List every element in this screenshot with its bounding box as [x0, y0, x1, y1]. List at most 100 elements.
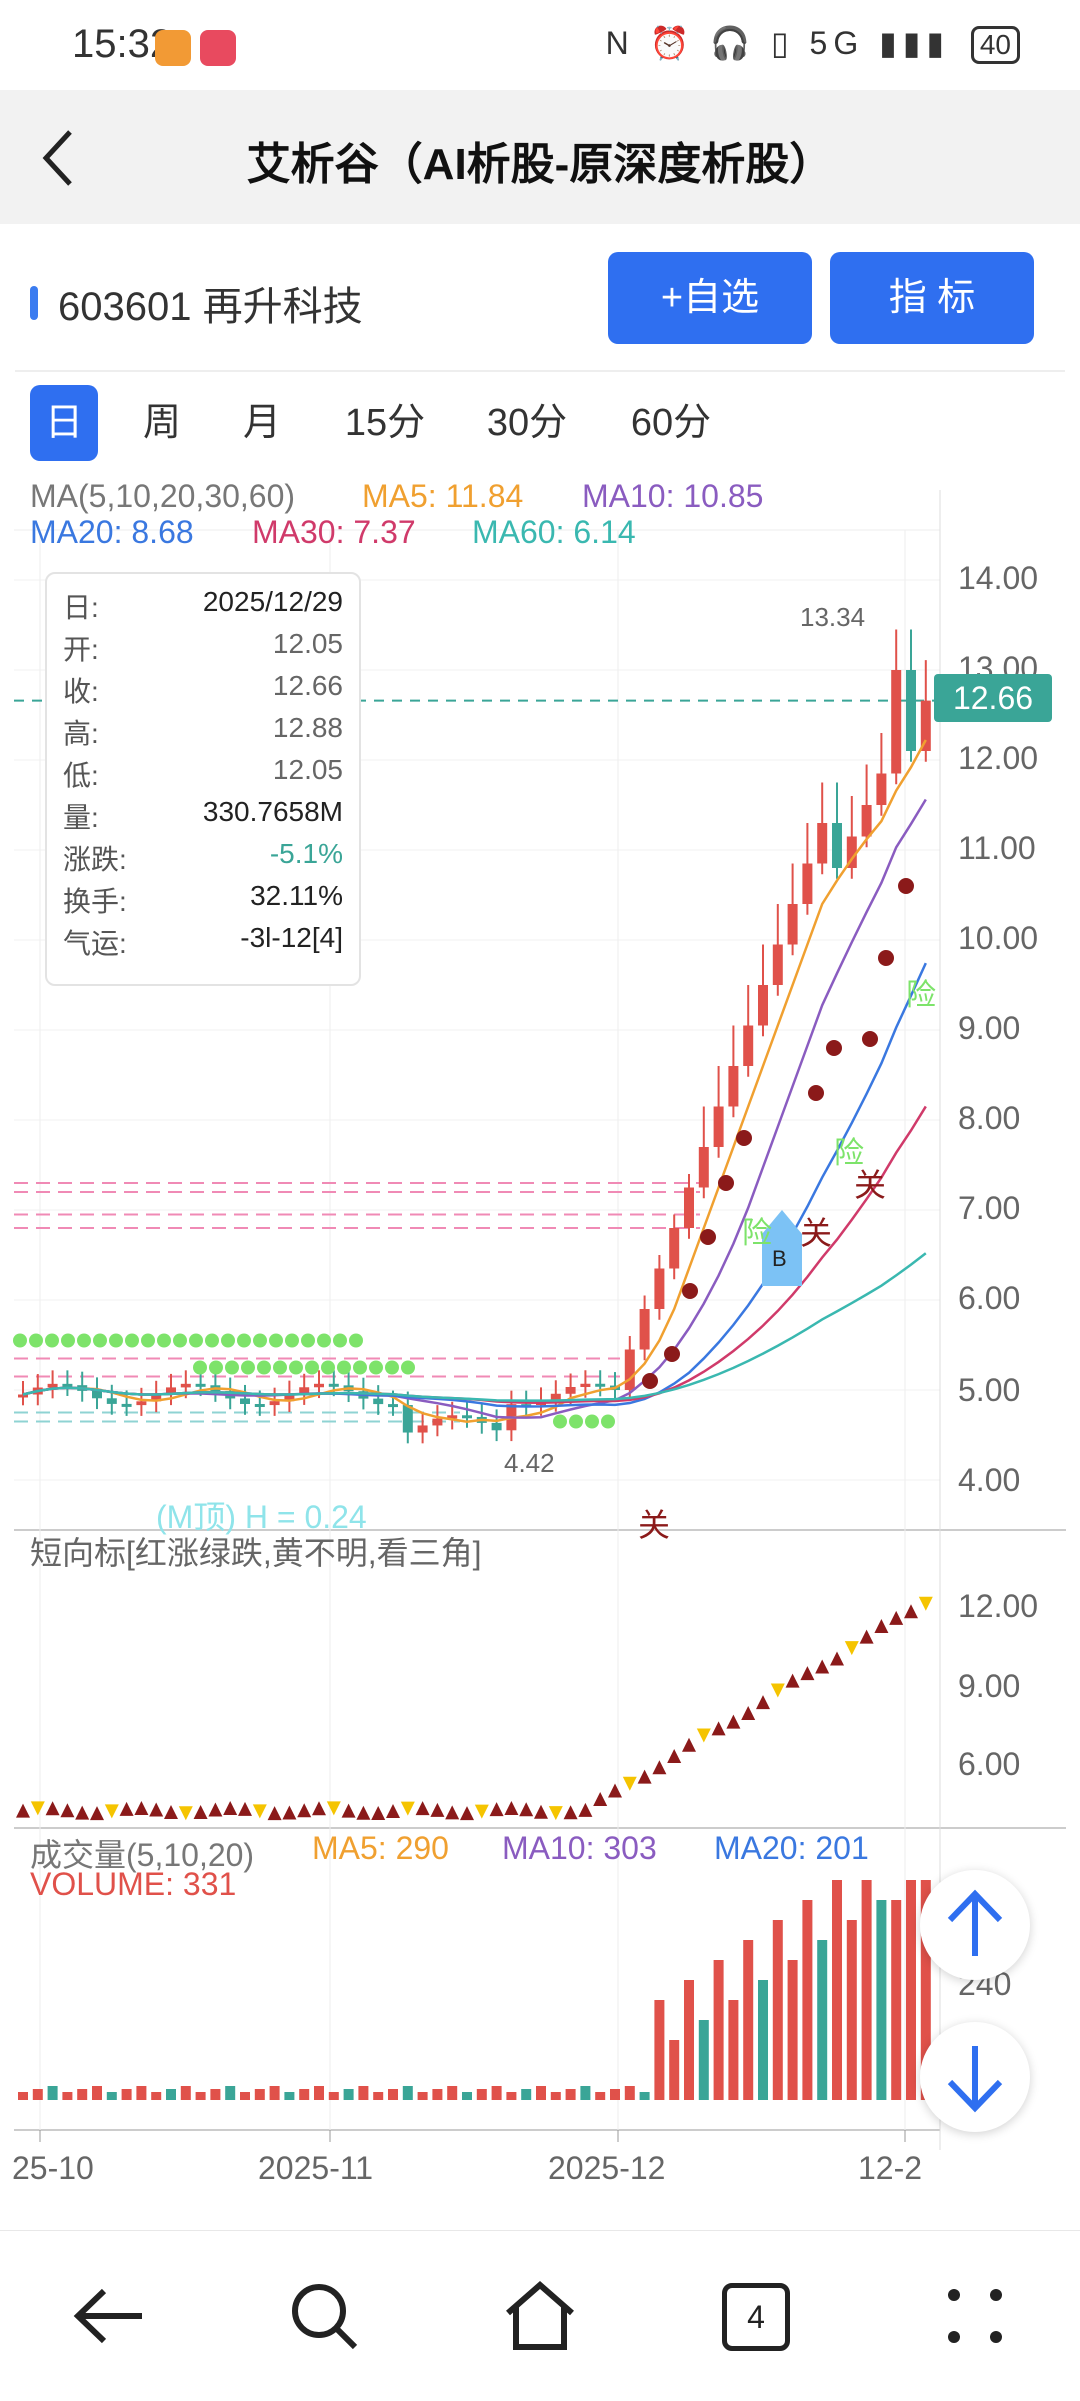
volume-bar — [388, 2089, 398, 2100]
direction-triangle — [60, 1803, 75, 1818]
tab-60min[interactable]: 60分 — [630, 402, 712, 444]
volume-bar — [373, 2092, 384, 2100]
short-indicator-title: 短向标[红涨绿跌,黄不明,看三角] — [30, 1535, 482, 1571]
candle-body — [580, 1383, 591, 1388]
price-axis-label: 9.00 — [958, 1010, 1021, 1046]
info-row-high: 高: 12.88 — [63, 712, 343, 749]
volume-bar — [669, 2040, 680, 2100]
volume-bar — [698, 2020, 709, 2100]
indicator-button[interactable]: 指 标 — [830, 252, 1034, 344]
volume-bar — [817, 1940, 828, 2100]
short-axis-label: 12.00 — [958, 1588, 1039, 1624]
volume-bar — [447, 2086, 458, 2100]
direction-triangle — [312, 1801, 326, 1816]
candle-body — [121, 1403, 132, 1407]
direction-triangle — [844, 1641, 859, 1656]
signal-dot — [257, 1360, 271, 1375]
volume-bar — [343, 2089, 354, 2100]
candle-body — [432, 1418, 443, 1426]
direction-triangle — [711, 1721, 726, 1736]
candle-body — [639, 1309, 650, 1350]
status-icons: N ⏰ 🎧 ▯ 5G ▮▮▮ 40 — [606, 24, 1020, 64]
direction-triangle — [356, 1805, 371, 1820]
nav-home-icon[interactable] — [500, 2275, 580, 2355]
nav-search-icon[interactable] — [285, 2277, 365, 2357]
tab-30min[interactable]: 30分 — [486, 402, 568, 444]
signal-dot — [337, 1360, 351, 1375]
ma-line-5 — [22, 739, 927, 1424]
add-watchlist-button[interactable]: +自选 — [608, 252, 812, 344]
tab-day[interactable]: 日 — [30, 385, 98, 461]
candle-body — [891, 670, 902, 774]
volume-bar — [684, 1980, 694, 2100]
volume-bar — [802, 1900, 813, 2100]
scroll-down-button[interactable] — [920, 2022, 1030, 2132]
direction-triangle — [696, 1728, 711, 1743]
tab-week[interactable]: 周 — [142, 402, 181, 444]
candle-body — [402, 1405, 413, 1433]
volume-bar — [92, 2086, 102, 2100]
candle-body — [743, 1025, 754, 1066]
candle-body — [136, 1401, 147, 1406]
nav-back-icon[interactable] — [70, 2281, 150, 2351]
direction-triangle — [815, 1659, 830, 1674]
candle-body — [565, 1387, 576, 1394]
direction-triangle — [208, 1802, 223, 1817]
direction-triangle — [741, 1705, 756, 1720]
direction-triangle — [326, 1801, 341, 1816]
direction-triangle — [489, 1802, 504, 1817]
candle-body — [328, 1383, 339, 1387]
signal-dot — [353, 1360, 367, 1375]
nav-tabs-button[interactable]: 4 — [722, 2283, 790, 2351]
volume-bar — [269, 2086, 280, 2100]
ma10-legend: MA10: 10.85 — [582, 478, 764, 514]
volume-bar — [151, 2092, 162, 2100]
ma-legend-title: MA(5,10,20,30,60) — [30, 478, 296, 514]
volume-bar — [328, 2092, 339, 2100]
tab-15min[interactable]: 15分 — [344, 402, 426, 444]
direction-triangle — [149, 1802, 164, 1817]
direction-triangle — [238, 1801, 252, 1816]
candle-body — [373, 1398, 384, 1405]
direction-triangle — [474, 1804, 489, 1819]
price-axis-label: 6.00 — [958, 1280, 1021, 1316]
direction-triangle — [859, 1629, 874, 1644]
risk-label: 险 — [742, 1217, 772, 1250]
kline-chart[interactable] — [0, 470, 1080, 2190]
direction-triangle — [830, 1651, 844, 1666]
candle-body — [195, 1383, 206, 1387]
info-row-turnover: 换手: 32.11% — [63, 880, 343, 917]
tab-month[interactable]: 月 — [242, 402, 281, 444]
ma5-legend: MA5: 11.84 — [362, 478, 524, 514]
candle-body — [254, 1404, 265, 1408]
direction-triangle — [578, 1802, 593, 1817]
low-annotation: 4.42 — [504, 1448, 555, 1478]
candle-body — [550, 1393, 561, 1401]
volume-bar — [77, 2089, 88, 2100]
price-axis-label: 11.00 — [958, 830, 1036, 866]
signal-dot — [736, 1130, 752, 1146]
candle-body — [47, 1383, 58, 1388]
nav-more-icon[interactable] — [940, 2281, 1010, 2351]
signal-dot — [808, 1085, 824, 1101]
volume-bar — [314, 2086, 324, 2100]
close-label: 关 — [800, 1215, 833, 1251]
candle-body — [832, 823, 842, 868]
signal-dot — [401, 1360, 415, 1375]
direction-triangle — [904, 1604, 918, 1619]
direction-triangle — [193, 1804, 208, 1819]
direction-triangle — [341, 1803, 356, 1818]
signal-dot — [253, 1333, 267, 1348]
volume-bar — [432, 2089, 443, 2100]
candle-body — [240, 1398, 250, 1405]
signal-dot — [682, 1283, 698, 1299]
volume-bar — [595, 2092, 606, 2100]
back-arrow-icon[interactable] — [38, 126, 78, 190]
volume-bar — [462, 2092, 472, 2100]
signal-dot — [205, 1333, 219, 1348]
volume-ma20: MA20: 201 — [714, 1830, 869, 1866]
short-axis-label: 6.00 — [958, 1746, 1021, 1782]
signal-dot — [700, 1229, 716, 1245]
direction-triangle — [45, 1801, 60, 1816]
scroll-up-button[interactable] — [920, 1870, 1030, 1980]
